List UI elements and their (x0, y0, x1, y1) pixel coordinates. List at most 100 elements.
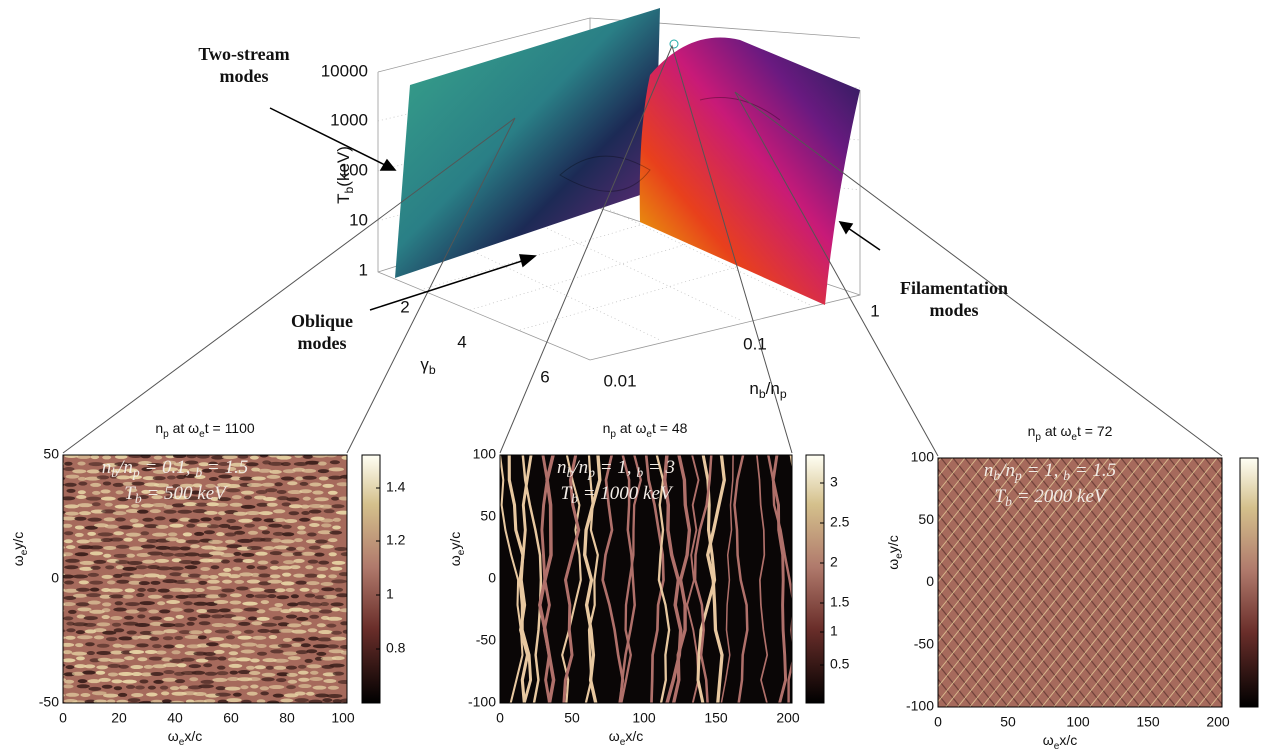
stripe (63, 524, 65, 527)
panel-title-part: at ω (169, 420, 199, 436)
stripe (322, 698, 333, 703)
stripe (203, 699, 216, 703)
stripe (179, 630, 192, 635)
ridge (945, 458, 1146, 707)
stripe (227, 467, 237, 472)
y-tick-label: -50 (39, 694, 59, 710)
stripe (96, 622, 111, 627)
stripe (105, 565, 115, 570)
stripe (258, 573, 271, 578)
ridge (938, 458, 1110, 673)
x-tick-label: 80 (279, 710, 295, 726)
ridge (938, 458, 1002, 538)
stripe (233, 551, 242, 556)
stripe (331, 560, 346, 565)
ridge (938, 513, 1093, 707)
stripe (320, 518, 334, 523)
stripe (247, 616, 258, 621)
stripe (147, 594, 163, 599)
stripe (120, 644, 136, 649)
stripe (84, 629, 97, 634)
stripe (220, 559, 230, 564)
ridge (1168, 458, 1222, 526)
stripe (174, 635, 183, 640)
ridge (1096, 458, 1222, 616)
stripe (85, 642, 95, 647)
stripe (169, 523, 184, 528)
stripe (89, 658, 101, 663)
stripe (331, 607, 341, 612)
panel-temperature-part: = 1000 keV (578, 483, 674, 504)
stripe (83, 622, 97, 627)
ridge (1000, 458, 1201, 707)
n-tick-label: 1 (870, 301, 879, 320)
stripe (306, 649, 318, 654)
stripe (206, 608, 220, 613)
gamma-tick-label: 4 (457, 332, 466, 351)
x-tick-label: 200 (776, 710, 800, 726)
stripe (217, 699, 229, 703)
stripe (106, 699, 116, 703)
stripe (77, 490, 86, 495)
stripe (276, 455, 292, 460)
panel-temperature: Tb = 1000 keV (561, 483, 674, 506)
gamma-axis-label-part: b (429, 363, 436, 377)
ridge (940, 458, 1141, 707)
stripe (222, 455, 238, 460)
stripe (87, 517, 102, 522)
stripe (312, 455, 328, 458)
stripe (63, 658, 76, 663)
x-axis-label-part: ω (609, 728, 620, 744)
z-tick-label: 100 (340, 160, 368, 179)
stripe (259, 455, 269, 458)
stripe (200, 679, 214, 684)
stripe (273, 665, 287, 670)
stripe (261, 672, 276, 677)
stripe (262, 497, 277, 502)
stripe (308, 509, 322, 514)
stripe (326, 623, 337, 628)
stripe (306, 581, 320, 586)
stripe (79, 560, 95, 565)
stripe (208, 539, 223, 544)
stripe (218, 461, 230, 466)
stripe (177, 468, 190, 473)
stripe (295, 650, 309, 655)
stripe (153, 483, 169, 488)
stripe (160, 552, 175, 557)
stripe (249, 587, 265, 592)
stripe (184, 579, 199, 584)
stripe (331, 579, 347, 584)
stripe (241, 699, 252, 703)
y-tick-label: 100 (911, 449, 935, 465)
stripe (54, 504, 63, 508)
stripe (256, 699, 266, 703)
stripe (226, 518, 237, 523)
stripe (180, 573, 191, 578)
stripe (125, 509, 140, 514)
panel-title-part: t = 1100 (205, 420, 255, 436)
stripe (229, 593, 242, 598)
stripe (139, 679, 149, 684)
stripe (320, 544, 334, 549)
stripe (268, 455, 281, 458)
ridge (938, 458, 1050, 598)
stripe (203, 629, 212, 634)
panel-temperature-part: = 2000 keV (1012, 486, 1108, 507)
heatmap (54, 455, 347, 703)
stripe (186, 621, 195, 626)
stripe (84, 664, 96, 669)
stripe (328, 475, 343, 480)
stripe (293, 573, 306, 578)
stripe (308, 699, 323, 703)
stripe (141, 467, 153, 472)
stripe (297, 670, 309, 675)
ridge (1120, 458, 1222, 586)
filament (521, 455, 543, 703)
stripe (240, 649, 255, 654)
stripe (229, 644, 241, 649)
stripe (98, 677, 111, 682)
stripe (277, 622, 290, 627)
stripe (66, 628, 76, 633)
stripe (63, 659, 64, 662)
